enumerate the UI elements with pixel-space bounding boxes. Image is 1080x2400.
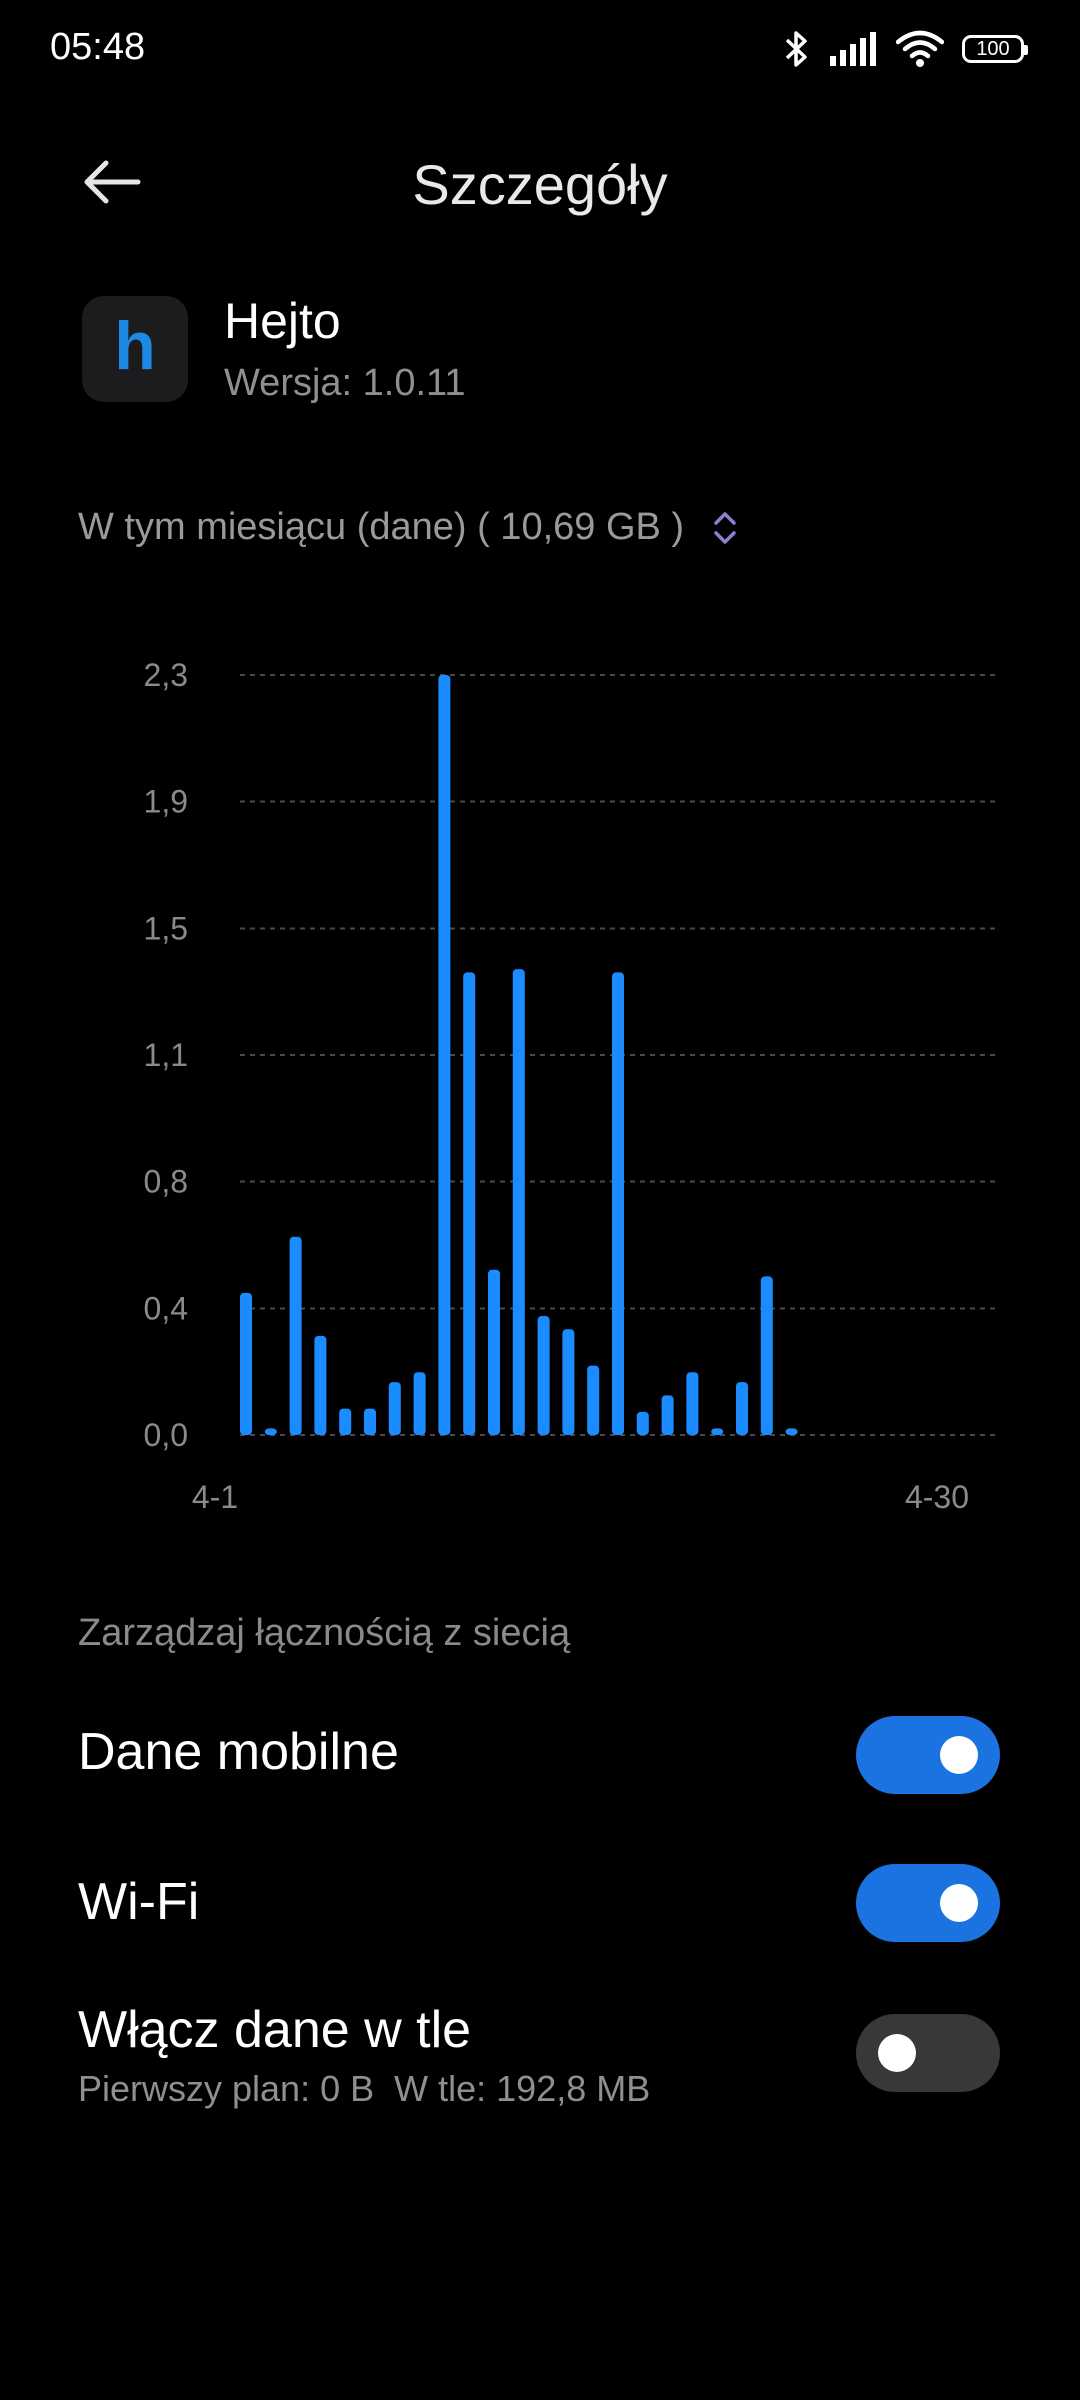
y-tick-label: 0,0 — [144, 1417, 188, 1453]
app-icon: h — [82, 296, 188, 402]
y-tick-label: 0,4 — [144, 1290, 188, 1326]
background-usage: W tle: 192,8 MB — [394, 2068, 651, 2109]
chart-bar — [488, 1269, 500, 1435]
app-version: Wersja: 1.0.11 — [224, 362, 466, 404]
status-icons: 100 — [782, 30, 1028, 68]
signal-icon — [830, 32, 878, 66]
chart-bar — [760, 1276, 773, 1435]
status-time: 05:48 — [50, 26, 146, 68]
y-tick-label: 0,8 — [144, 1164, 188, 1200]
chart-bar — [562, 1329, 575, 1435]
chart-bar — [785, 1428, 798, 1435]
chart-bar — [339, 1408, 352, 1435]
toggle-knob — [878, 2034, 916, 2072]
chart-bar — [240, 1292, 252, 1435]
arrow-left-icon — [84, 160, 141, 204]
section-title: Zarządzaj łącznością z siecią — [78, 1612, 571, 1654]
page-title: Szczegóły — [412, 153, 668, 216]
chart-bar — [438, 675, 451, 1435]
chart-bar — [314, 1335, 327, 1435]
period-selector[interactable]: W tym miesiącu (dane) ( 10,69 GB ) — [78, 506, 738, 549]
chart-bar — [388, 1382, 401, 1435]
mobile-data-label: Dane mobilne — [78, 1723, 399, 1781]
chart-bar — [661, 1395, 674, 1435]
chart-bar — [413, 1372, 426, 1435]
x-tick-label-start: 4-1 — [192, 1479, 238, 1515]
y-tick-label: 1,5 — [144, 910, 188, 946]
mobile-data-toggle[interactable] — [856, 1716, 1000, 1794]
chart-bar — [636, 1411, 649, 1435]
wifi-icon — [896, 30, 944, 68]
chart-bar — [264, 1428, 277, 1435]
app-name: Hejto — [224, 293, 341, 349]
toggle-knob — [940, 1736, 978, 1774]
chart-bar — [736, 1382, 748, 1435]
foreground-usage: Pierwszy plan: 0 B — [78, 2068, 375, 2109]
chart-bar — [711, 1428, 724, 1435]
background-data-usage: Pierwszy plan: 0 B W tle: 192,8 MB — [78, 2068, 650, 2110]
y-tick-label: 1,9 — [144, 784, 188, 820]
usage-chart: 0,0 0,4 0,8 1,1 1,5 1,9 2,3 4-1 4-30 — [144, 657, 995, 1515]
chart-bar — [612, 972, 624, 1435]
chart-bar — [686, 1372, 699, 1435]
background-data-label: Włącz dane w tle — [78, 2001, 472, 2059]
expand-collapse-icon — [714, 511, 736, 544]
battery-icon: 100 — [962, 35, 1028, 63]
background-data-toggle[interactable] — [856, 2014, 1000, 2092]
wifi-toggle[interactable] — [856, 1864, 1000, 1942]
back-button[interactable] — [80, 150, 144, 214]
y-tick-label: 2,3 — [144, 657, 188, 693]
battery-level: 100 — [976, 37, 1010, 60]
app-icon-letter: h — [114, 308, 156, 384]
chart-bar — [364, 1408, 376, 1435]
chart-bar — [289, 1236, 302, 1435]
chart-bar — [587, 1365, 600, 1435]
x-tick-label-end: 4-30 — [905, 1479, 969, 1515]
chart-bar — [512, 969, 525, 1435]
period-label: W tym miesiącu (dane) ( 10,69 GB ) — [78, 506, 685, 548]
bluetooth-icon — [782, 30, 812, 68]
chart-bar — [463, 972, 476, 1435]
y-tick-label: 1,1 — [144, 1037, 188, 1073]
chart-bar — [537, 1316, 550, 1435]
toggle-knob — [940, 1884, 978, 1922]
wifi-label: Wi-Fi — [78, 1873, 200, 1931]
